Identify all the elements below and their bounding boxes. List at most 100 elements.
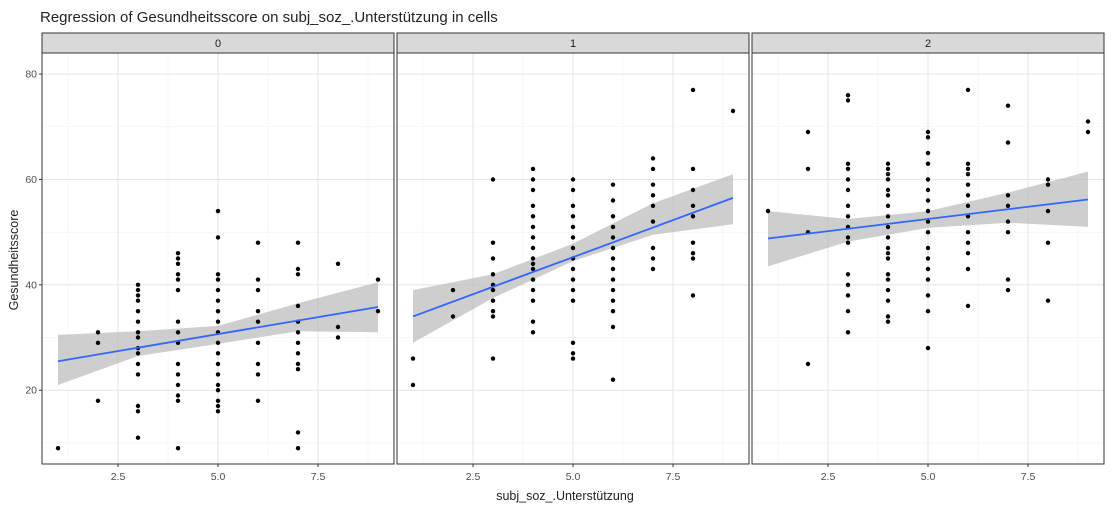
data-point [925,161,931,166]
facet-strip-label: 2 [925,38,931,50]
facet-panel-2: 2 2.5 5.0 7.5 [751,32,1105,483]
data-point [135,351,141,356]
data-point [925,293,931,298]
data-point [805,361,811,367]
data-point [965,172,971,177]
data-point [925,129,931,135]
data-point [610,198,616,203]
data-point [490,240,496,245]
facet-strip-label: 0 [215,38,221,50]
data-point [885,166,891,172]
data-point [1005,193,1011,198]
y-tick-label: 60 [25,174,37,186]
data-point [925,256,931,261]
data-point [690,256,696,261]
data-point [375,309,381,314]
data-point [255,240,261,245]
data-point [135,282,141,287]
data-point [215,403,221,409]
data-point [925,135,931,140]
data-point [215,351,221,356]
data-point [845,214,851,219]
data-point [490,272,496,277]
data-point [135,319,141,324]
data-point [215,319,221,324]
data-point [690,166,696,172]
data-point [175,372,181,377]
data-point [925,219,931,224]
data-point [1045,240,1051,245]
regression-line [57,306,379,363]
data-point [925,230,931,235]
data-point [215,272,221,277]
data-point [215,361,221,367]
data-point [570,177,576,182]
data-point [135,298,141,303]
data-point [530,187,536,193]
data-point [845,240,851,245]
data-point [450,287,456,293]
data-point [175,272,181,277]
data-point [965,303,971,309]
data-point [295,430,301,435]
data-point [885,203,891,208]
data-point [1005,203,1011,208]
data-point [175,319,181,324]
data-point [255,287,261,293]
data-point [175,256,181,261]
data-point [570,187,576,193]
data-point [610,287,616,293]
data-point [570,298,576,303]
data-point [255,309,261,314]
data-point [650,245,656,251]
data-point [965,230,971,235]
data-point [690,87,696,93]
data-point [965,203,971,208]
data-point [610,182,616,187]
data-point [610,377,616,382]
data-point [295,272,301,277]
data-point [690,240,696,245]
data-point [175,382,181,388]
data-point [1005,287,1011,293]
data-point [650,166,656,172]
data-point [925,345,931,351]
chart-title: Regression of Gesundheitsscore on subj_s… [40,9,498,26]
regression-line [767,198,1089,240]
data-point [530,177,536,182]
data-point [885,193,891,198]
data-point [570,351,576,356]
data-point [295,361,301,367]
data-point [570,287,576,293]
data-point [570,203,576,208]
data-point [925,177,931,182]
data-point [135,403,141,409]
data-point [845,93,851,98]
data-point [410,382,416,388]
data-point [255,319,261,324]
y-tick-label: 80 [25,69,37,81]
data-point [295,446,301,451]
data-point [925,198,931,203]
data-point [95,398,101,403]
data-point [570,224,576,230]
data-point [1005,140,1011,145]
data-point [410,356,416,361]
data-point [1045,182,1051,187]
data-point [925,150,931,156]
data-point [55,446,61,451]
data-point [490,309,496,314]
data-point [925,208,931,214]
data-point [450,314,456,319]
data-point [490,256,496,261]
data-point [215,277,221,282]
y-tick-label: 40 [25,279,37,291]
regression-line [412,197,734,318]
data-point [570,235,576,240]
data-point [1045,298,1051,303]
data-point [295,266,301,272]
data-point [610,245,616,251]
data-point [845,282,851,287]
data-point [570,245,576,251]
data-point [885,314,891,319]
